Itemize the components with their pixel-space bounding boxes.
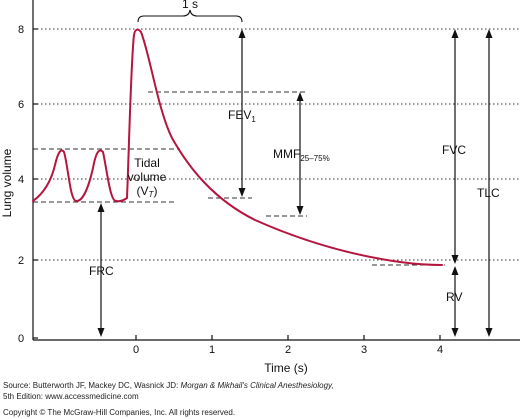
tlc-label: TLC — [477, 186, 500, 200]
rv-arrowhead-top — [451, 266, 459, 275]
mmf-subscript: 25–75% — [300, 154, 329, 163]
y-tick-label-8: 8 — [18, 24, 24, 36]
one-second-bracket — [137, 9, 243, 23]
y-axis-title: Lung volume — [0, 148, 14, 217]
y-tick-label-4: 4 — [18, 174, 24, 186]
measurement-arrows — [100, 33, 490, 333]
source-edition: 5th Edition: www.accessmedicine.com — [3, 392, 139, 401]
y-tick-label-6: 6 — [18, 99, 24, 111]
one-second-label: 1 s — [182, 0, 198, 11]
tlc-arrowhead-top — [485, 29, 493, 38]
source-citation: Source: Butterworth JF, Mackey DC, Wasni… — [3, 381, 334, 391]
x-tick-label-0: 0 — [133, 344, 139, 356]
tidal-volume-line3: (VT) — [137, 184, 158, 199]
fvc-arrowhead-bottom — [451, 255, 459, 264]
axes — [32, 0, 520, 341]
x-tick-label-2: 2 — [285, 344, 291, 356]
mmf-arrowhead-top — [296, 92, 304, 101]
tidal-volume-line2: volume — [128, 170, 167, 184]
fvc-label: FVC — [442, 143, 466, 157]
spirometry-trace — [32, 28, 443, 266]
tlc-arrowhead-bottom — [485, 328, 493, 337]
tidal-vt-open: (V — [137, 184, 149, 198]
rv-label: RV — [446, 290, 462, 304]
mmf-text: MMF — [273, 147, 300, 161]
fev1-arrowhead-top — [238, 29, 246, 38]
y-tick-label-0: 0 — [18, 333, 24, 345]
copyright-notice: Copyright © The McGraw-Hill Companies, I… — [3, 408, 236, 417]
frc-arrowhead-top — [97, 203, 105, 212]
mmf-arrowhead-bottom — [296, 206, 304, 215]
x-tick-label-3: 3 — [361, 344, 367, 356]
source-book-title: Morgan & Mikhail's Clinical Anesthesiolo… — [180, 381, 334, 390]
x-tick-label-1: 1 — [209, 344, 215, 356]
gridlines — [33, 28, 520, 261]
tidal-vt-subscript: T — [149, 190, 155, 199]
y-tick-label-2: 2 — [18, 255, 24, 267]
fev1-label: FEV1 — [228, 108, 256, 124]
frc-label: FRC — [89, 264, 114, 278]
x-axis-title: Time (s) — [264, 361, 308, 375]
tidal-vt-close: ) — [153, 184, 157, 198]
frc-arrowhead-bottom — [97, 328, 105, 337]
fev1-arrowhead-bottom — [238, 188, 246, 197]
tidal-volume-line1: Tidal — [134, 156, 160, 170]
fev1-text: FEV — [228, 108, 251, 122]
source-prefix: Source: Butterworth JF, Mackey DC, Wasni… — [3, 381, 181, 390]
mmf-label: MMF25–75% — [273, 147, 330, 163]
arrowheads — [97, 29, 493, 337]
x-tick-label-4: 4 — [437, 344, 443, 356]
fev1-subscript: 1 — [251, 115, 256, 124]
spirometry-diagram: 8 6 4 2 0 0 1 2 3 4 Lung volume Time (s)… — [0, 0, 520, 375]
rv-arrowhead-bottom — [451, 328, 459, 337]
fvc-arrowhead-top — [451, 29, 459, 38]
